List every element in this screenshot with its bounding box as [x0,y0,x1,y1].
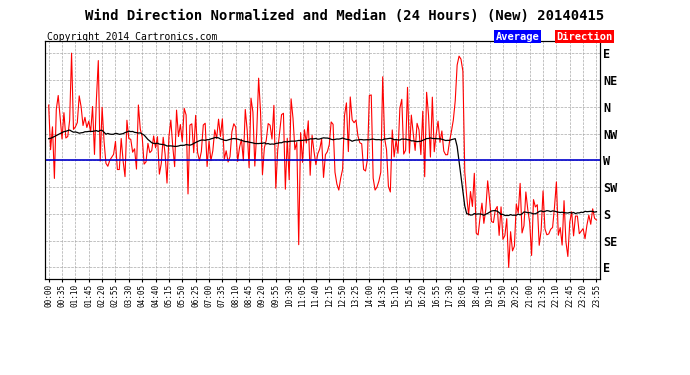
Text: Wind Direction Normalized and Median (24 Hours) (New) 20140415: Wind Direction Normalized and Median (24… [86,9,604,23]
Text: Average: Average [495,32,539,42]
Text: Copyright 2014 Cartronics.com: Copyright 2014 Cartronics.com [47,32,217,42]
Text: Direction: Direction [556,32,613,42]
